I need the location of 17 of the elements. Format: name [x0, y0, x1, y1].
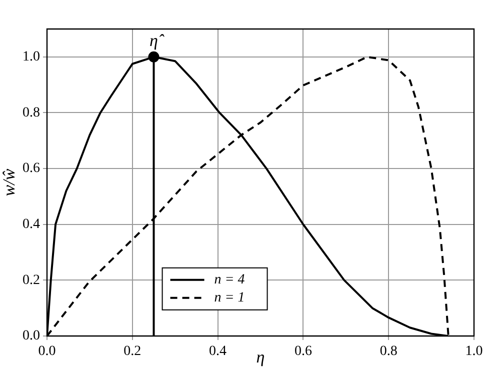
x-tick-label: 0.6 [294, 344, 312, 360]
x-tick-label: 1.0 [465, 344, 483, 360]
annotation: η̂ [150, 30, 165, 50]
y-tick-label: 0.2 [22, 272, 40, 288]
y-tick-label: 0.4 [22, 217, 40, 232]
y-axis-title: w/ŵ [0, 168, 19, 196]
y-tick-label: 0.8 [22, 105, 40, 120]
x-tick-label: 0.2 [124, 344, 142, 360]
y-tick-label: 1.0 [22, 50, 40, 65]
y-tick-label: 0.6 [22, 161, 40, 176]
x-tick-label: 0.0 [38, 344, 56, 360]
legend-label: n = 1 [214, 290, 245, 306]
y-tick-label: 0.0 [22, 328, 40, 344]
legend-label: n = 4 [214, 272, 245, 288]
x-axis-title: η [256, 347, 265, 366]
x-tick-label: 0.8 [380, 344, 398, 360]
x-tick-label: 0.4 [209, 344, 227, 360]
